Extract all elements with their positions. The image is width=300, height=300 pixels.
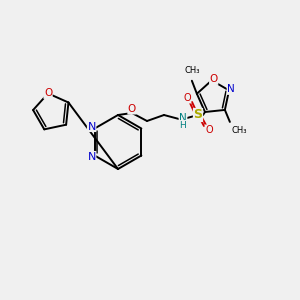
Text: O: O: [183, 93, 191, 103]
Text: N: N: [179, 113, 187, 123]
Text: N: N: [227, 84, 235, 94]
Text: CH₃: CH₃: [184, 66, 200, 75]
Text: H: H: [180, 121, 186, 130]
Text: S: S: [194, 109, 202, 122]
Text: O: O: [128, 104, 136, 114]
Text: O: O: [44, 88, 52, 98]
Text: N: N: [87, 152, 96, 161]
Text: O: O: [205, 125, 213, 135]
Text: O: O: [210, 74, 218, 84]
Text: CH₃: CH₃: [232, 126, 248, 135]
Text: N: N: [87, 122, 96, 131]
